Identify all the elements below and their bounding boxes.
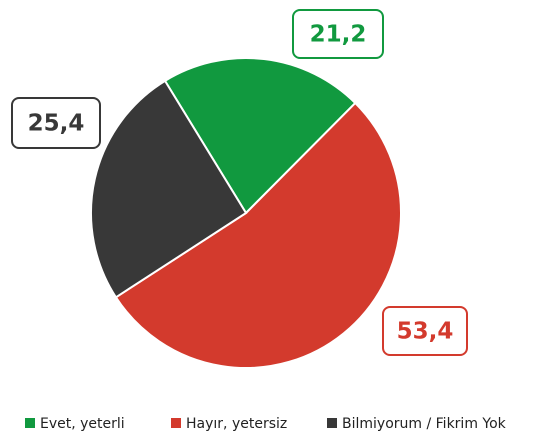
value-label-box [382,306,468,356]
value-label: 25,4 [28,111,85,137]
value-label-box [11,97,101,149]
legend-label: Bilmiyorum / Fikrim Yok [342,416,507,432]
legend-swatch [171,418,181,428]
pie-slice [114,101,402,369]
legend-label: Hayır, yetersiz [186,416,287,432]
value-label: 21,2 [310,22,367,48]
pie-slice [90,79,248,299]
value-label: 53,4 [397,319,454,345]
legend-swatch [327,418,337,428]
pie-slice [163,57,357,215]
legend-swatch [25,418,35,428]
value-label-box [292,9,384,59]
legend-label: Evet, yeterli [40,416,125,432]
